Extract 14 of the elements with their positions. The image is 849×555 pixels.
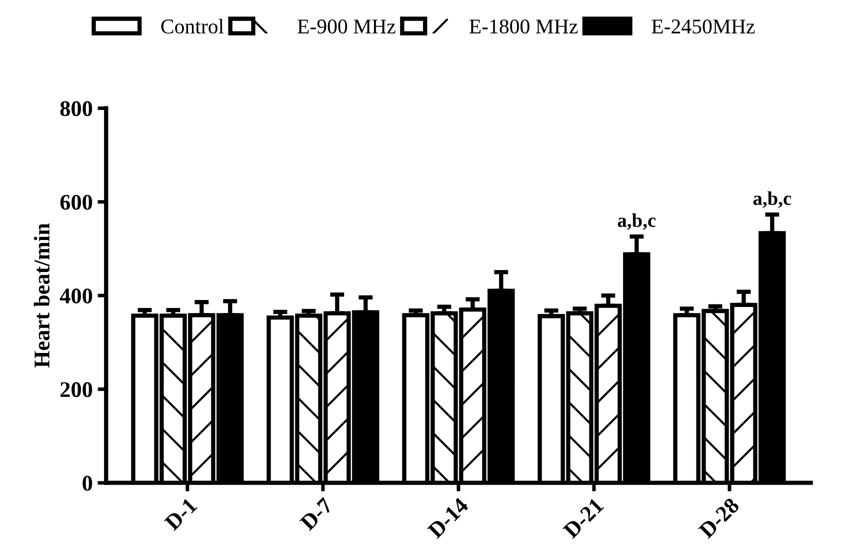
- y-tick-label: 200: [60, 382, 92, 398]
- annotation: a,b,c: [618, 213, 656, 230]
- y-tick-label: 0: [82, 476, 92, 491]
- y-axis-title: Heart beat/min: [34, 223, 50, 368]
- y-tick-label: 800: [60, 101, 92, 116]
- annotation: a,b,c: [753, 191, 792, 208]
- legend-label: E-1800 MHz: [469, 19, 578, 34]
- x-tick-label: D-7: [299, 497, 334, 532]
- x-tick-label: D-1: [164, 497, 198, 532]
- y-tick-label: 600: [60, 194, 92, 210]
- legend-label: E-900 MHz: [298, 19, 396, 34]
- y-tick-label: 400: [60, 288, 92, 304]
- legend-label: Control: [161, 18, 224, 34]
- legend-label: E-2450MHz: [652, 19, 755, 34]
